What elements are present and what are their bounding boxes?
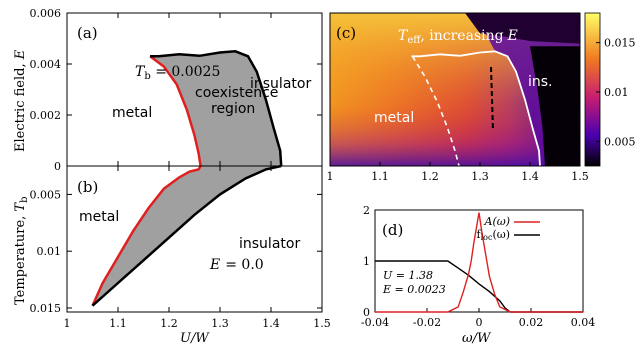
a-ytick-label: 0.004 <box>30 58 62 71</box>
insulator-annotation-b: insulator <box>239 236 300 252</box>
insulator-boundary-line <box>150 50 283 167</box>
d-ytick-label: 0 <box>363 306 370 319</box>
panel-a-label: (a) <box>77 24 98 42</box>
panel-b-y-ticks: 0.005 0.01 0.015 <box>30 188 322 315</box>
panel-b-frame <box>66 165 323 313</box>
c-xtick-label: 1.4 <box>521 170 539 183</box>
insulator-boundary-line-b <box>91 164 282 307</box>
b-xtick-label: 1.2 <box>160 317 178 330</box>
panel-a: 0 0.002 0.004 0.006 (a) Tb = 0.0025 metal i… <box>13 7 323 173</box>
c-xtick-label: 1.5 <box>571 170 589 183</box>
panel-c-frame <box>329 12 581 167</box>
panel-a-x-tick-marks <box>66 13 323 166</box>
b-ytick-label: 0.005 <box>30 188 62 201</box>
panel-c-x-ticks: 1 1.1 1.2 1.3 1.4 1.5 <box>327 162 589 183</box>
b-xtick-label: 1 <box>64 317 71 330</box>
tb-annotation: Tb = 0.0025 <box>135 64 220 82</box>
panel-c: 1 1.1 1.2 1.3 1.4 1.5 (c) Teff, increasing E m… <box>327 12 636 183</box>
insulator-annotation-c: ins. <box>528 74 553 90</box>
panel-a-ylabel: Electric field, E <box>13 49 28 152</box>
heatmap-metal-boundary-dashed <box>411 55 460 167</box>
panel-b-label: (b) <box>77 178 98 196</box>
colorbar-tick-label: 0.005 <box>604 135 636 148</box>
panel-d-xlabel: ω/W <box>462 331 492 346</box>
d-xtick-label: 0 <box>476 316 483 329</box>
panel-a-y-ticks: 0 0.002 0.004 0.006 <box>30 7 322 173</box>
param-e: E = 0.0023 <box>382 283 446 296</box>
insulator-annotation-a: insulator <box>250 76 311 92</box>
a-ytick-label: 0.002 <box>30 109 62 122</box>
coexistence-annotation-line1: coexistence <box>195 85 278 101</box>
heatmap-insulator-boundary <box>411 50 541 167</box>
hysteresis-region-fill <box>92 166 282 306</box>
heatmap-dark-top-region <box>465 13 580 44</box>
panel-c-label: (c) <box>336 24 356 42</box>
b-xtick-label: 1.4 <box>262 317 280 330</box>
b-xtick-label: 1.1 <box>109 317 127 330</box>
param-u: U = 1.38 <box>383 269 433 282</box>
colorbar-tick-label: 0.01 <box>604 86 629 99</box>
d-ytick-label: 2 <box>363 204 370 217</box>
metal-annotation-c: metal <box>374 110 414 126</box>
panel-b: 0.005 0.01 0.015 1 1.1 1.2 1.3 1.4 1.5 (b) meta… <box>13 164 331 346</box>
metal-boundary-line-b <box>91 165 202 307</box>
d-ytick-label: 1 <box>363 255 370 268</box>
a-ytick-label: 0.006 <box>30 7 62 20</box>
panel-c-title: Teff, increasing E <box>398 28 518 46</box>
heatmap-black-dashed-line <box>490 66 494 132</box>
metal-annotation-a: metal <box>112 105 152 121</box>
coexistence-region-fill <box>150 51 282 166</box>
field-annotation-b: E = 0.0 <box>209 257 264 273</box>
c-xtick-label: 1.3 <box>471 170 489 183</box>
metal-annotation-b: metal <box>79 209 119 225</box>
d-xtick-label: 0.02 <box>519 316 544 329</box>
legend-a-omega: A(ω) <box>484 215 511 228</box>
b-xtick-label: 1.5 <box>313 317 331 330</box>
heatmap-dark-right-region <box>530 46 580 166</box>
coexistence-annotation-line2: region <box>211 101 255 117</box>
c-xtick-label: 1 <box>327 170 334 183</box>
d-xtick-label: -0.02 <box>413 316 441 329</box>
d-xtick-label: 0.04 <box>571 316 596 329</box>
panel-b-ylabel: Temperature, Tb <box>13 196 30 305</box>
b-ytick-label: 0.01 <box>37 245 62 258</box>
b-ytick-label: 0.015 <box>30 302 62 315</box>
panel-b-x-ticks: 1 1.1 1.2 1.3 1.4 1.5 <box>64 166 331 330</box>
colorbar-tick-label: 0.015 <box>604 37 636 50</box>
a-ytick-label: 0 <box>54 160 61 173</box>
d-xtick-label: -0.04 <box>361 316 389 329</box>
colorbar <box>584 12 601 167</box>
panel-b-xlabel: U/W <box>180 331 210 346</box>
c-xtick-label: 1.1 <box>371 170 389 183</box>
panel-d-label: (d) <box>382 221 403 239</box>
colorbar-ticks: 0.005 0.01 0.015 <box>596 37 636 148</box>
c-xtick-label: 1.2 <box>421 170 439 183</box>
a-omega-series-line <box>375 212 583 313</box>
panel-d: 012 -0.04 -0.02 0 0.02 0.04 (d) A(ω) floc(ω)… <box>361 204 595 346</box>
metal-boundary-line <box>149 55 202 167</box>
b-xtick-label: 1.3 <box>211 317 229 330</box>
